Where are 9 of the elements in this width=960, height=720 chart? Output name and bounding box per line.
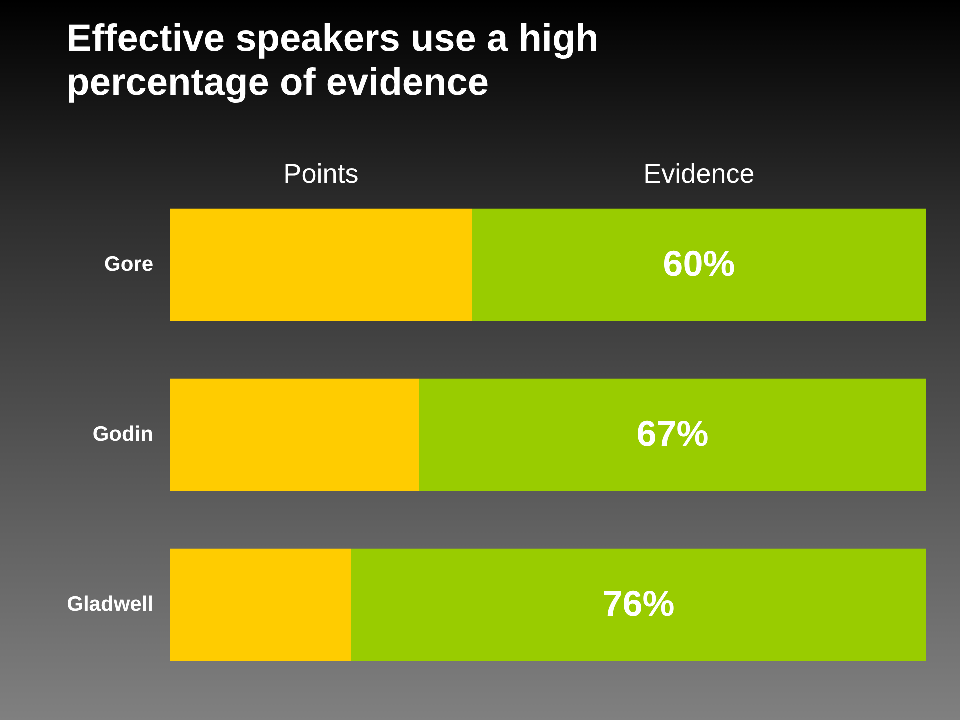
chart-title: Effective speakers use a high percentage of evidence (66, 18, 599, 104)
data-label: 67% (636, 413, 709, 454)
data-label: 76% (602, 583, 675, 624)
data-label: 60% (663, 243, 736, 284)
y-tick-label: Gore (104, 253, 154, 276)
series-label: Points (284, 159, 359, 189)
y-tick-label: Gladwell (67, 593, 154, 616)
y-tick-label: Godin (92, 423, 154, 446)
series-label: Evidence (644, 159, 755, 189)
